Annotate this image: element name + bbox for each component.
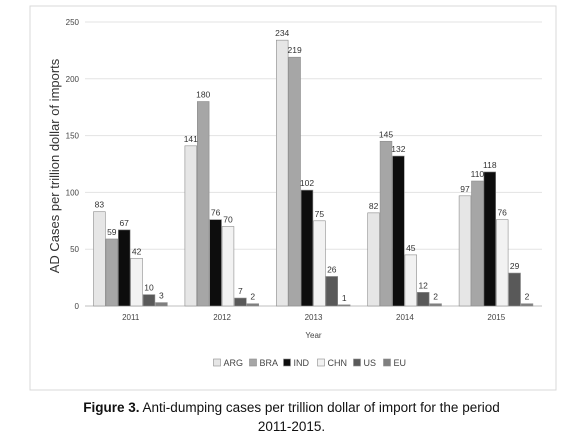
data-label: 2 bbox=[250, 292, 255, 302]
bar-us-2013 bbox=[325, 276, 338, 307]
data-label: 7 bbox=[238, 286, 243, 296]
bar-arg-2014 bbox=[367, 212, 380, 307]
data-label: 29 bbox=[510, 261, 520, 271]
legend-swatch-eu bbox=[383, 358, 391, 367]
caption-text: Anti-dumping cases per trillion dollar o… bbox=[142, 400, 500, 415]
y-tick-label: 200 bbox=[66, 75, 80, 84]
bar-chn-2013 bbox=[313, 220, 326, 307]
x-axis-label: Year bbox=[305, 331, 322, 340]
data-label: 97 bbox=[460, 184, 470, 194]
legend-swatch-chn bbox=[317, 358, 325, 367]
bar-arg-2015 bbox=[458, 195, 472, 307]
y-tick-label: 0 bbox=[75, 302, 80, 311]
data-label: 10 bbox=[144, 283, 154, 293]
bar-arg-2011 bbox=[93, 211, 106, 307]
data-label: 83 bbox=[95, 200, 105, 210]
data-label: 75 bbox=[315, 209, 325, 219]
data-label: 1 bbox=[342, 293, 347, 303]
data-label: 110 bbox=[471, 169, 485, 179]
bar-us-2011 bbox=[142, 294, 156, 307]
x-tick-label: 2013 bbox=[305, 313, 323, 322]
bar-ind-2013 bbox=[300, 189, 314, 307]
data-label: 76 bbox=[497, 208, 507, 218]
bar-bra-2014 bbox=[379, 140, 393, 307]
data-label: 180 bbox=[196, 90, 210, 100]
data-label: 45 bbox=[406, 243, 416, 253]
data-label: 145 bbox=[379, 129, 393, 139]
data-label: 2 bbox=[525, 292, 530, 302]
bar-chn-2012 bbox=[221, 226, 235, 307]
bar-bra-2013 bbox=[288, 56, 301, 307]
bar-arg-2012 bbox=[184, 145, 197, 307]
legend-label-chn: CHN bbox=[328, 358, 348, 368]
y-axis-ticks: 0 50 100 150 200 250 bbox=[66, 18, 80, 311]
y-axis-label: AD Cases per trillion dollar of imports bbox=[47, 58, 62, 273]
x-tick-label: 2011 bbox=[122, 313, 140, 322]
bar-bra-2011 bbox=[105, 238, 119, 307]
legend-label-arg: ARG bbox=[224, 358, 244, 368]
bar-bra-2012 bbox=[197, 101, 210, 307]
bar-chn-2011 bbox=[130, 257, 143, 307]
data-label: 26 bbox=[327, 264, 337, 274]
data-label: 118 bbox=[483, 160, 497, 170]
data-label: 76 bbox=[211, 208, 221, 218]
y-tick-label: 50 bbox=[70, 245, 79, 254]
bar-eu-2012 bbox=[246, 303, 259, 307]
data-label: 42 bbox=[132, 246, 142, 256]
figure-caption: Figure 3. Anti-dumping cases per trillio… bbox=[0, 398, 583, 436]
data-label: 70 bbox=[223, 214, 233, 224]
caption-label: Figure 3. bbox=[83, 400, 140, 415]
bar-eu-2011 bbox=[155, 302, 168, 307]
data-labels: 8359674210314118076707223421910275261821… bbox=[95, 28, 530, 303]
bar-chn-2014 bbox=[404, 254, 417, 307]
legend-swatch-arg bbox=[213, 358, 221, 367]
legend: ARG BRA IND CHN US EU bbox=[213, 358, 407, 368]
x-tick-label: 2012 bbox=[213, 313, 231, 322]
legend-swatch-bra bbox=[249, 358, 257, 367]
bar-arg-2013 bbox=[275, 39, 289, 307]
bars bbox=[93, 39, 534, 307]
data-label: 141 bbox=[184, 134, 198, 144]
data-label: 12 bbox=[418, 280, 428, 290]
legend-label-bra: BRA bbox=[260, 358, 279, 368]
bar-bra-2015 bbox=[471, 180, 484, 307]
data-label: 234 bbox=[275, 28, 289, 38]
data-label: 219 bbox=[288, 45, 302, 55]
bar-eu-2015 bbox=[520, 303, 534, 307]
data-label: 132 bbox=[391, 144, 405, 154]
data-label: 59 bbox=[107, 227, 117, 237]
data-label: 67 bbox=[119, 218, 129, 228]
legend-label-eu: EU bbox=[394, 358, 407, 368]
data-label: 102 bbox=[300, 178, 314, 188]
legend-swatch-us bbox=[353, 358, 361, 367]
x-tick-label: 2014 bbox=[396, 313, 414, 322]
x-axis-ticks: 2011 2012 2013 2014 2015 bbox=[122, 313, 506, 322]
legend-swatch-ind bbox=[283, 358, 291, 367]
bar-ind-2012 bbox=[209, 219, 222, 307]
data-label: 82 bbox=[369, 201, 379, 211]
bar-ind-2015 bbox=[483, 171, 496, 307]
y-tick-label: 100 bbox=[66, 188, 80, 197]
data-label: 3 bbox=[159, 291, 164, 301]
y-tick-label: 250 bbox=[66, 18, 80, 27]
data-label: 2 bbox=[433, 292, 438, 302]
bar-us-2012 bbox=[234, 297, 247, 307]
bar-eu-2014 bbox=[429, 303, 442, 307]
bar-eu-2013 bbox=[337, 304, 351, 307]
legend-label-us: US bbox=[364, 358, 377, 368]
y-tick-label: 150 bbox=[66, 132, 80, 141]
legend-label-ind: IND bbox=[294, 358, 310, 368]
bar-ind-2014 bbox=[392, 155, 405, 307]
x-tick-label: 2015 bbox=[487, 313, 505, 322]
bar-chn-2015 bbox=[495, 219, 509, 307]
bar-ind-2011 bbox=[118, 229, 131, 307]
caption-text-line2: 2011-2015. bbox=[257, 419, 326, 434]
bar-us-2015 bbox=[508, 272, 521, 307]
bar-us-2014 bbox=[416, 292, 430, 307]
